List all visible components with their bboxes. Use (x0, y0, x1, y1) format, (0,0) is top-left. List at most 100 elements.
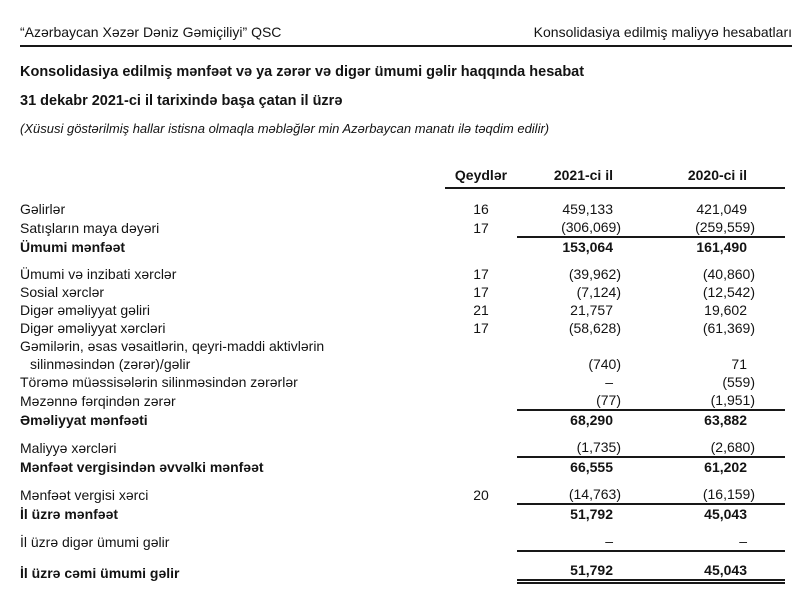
table-row: Maliyyə xərcləri (1,735) (2,680) (20, 429, 785, 458)
row-note: 20 (473, 487, 489, 503)
table-row: İl üzrə digər ümumi gəlir – – (20, 523, 785, 552)
table-row: Törəmə müəssisələrin silinməsindən zərər… (20, 373, 785, 391)
column-header-empty (20, 166, 445, 188)
row-label: Əməliyyat mənfəəti (20, 412, 148, 428)
row-label: Digər əməliyyat xərcləri (20, 320, 166, 336)
row-label: Satışların maya dəyəri (20, 220, 160, 236)
row-value-2021: 51,792 (517, 551, 625, 584)
row-value-2021: 66,555 (570, 459, 613, 475)
row-note (445, 391, 517, 410)
row-label: Gəlirlər (20, 201, 66, 217)
row-note (445, 337, 517, 373)
column-header-2021: 2021-ci il (517, 166, 625, 189)
row-note (445, 551, 517, 582)
row-note: 17 (473, 284, 489, 300)
table-row: Mənfəət vergisindən əvvəlki mənfəət 66,55… (20, 457, 785, 476)
row-note: 17 (473, 266, 489, 282)
row-label: Maliyyə xərcləri (20, 440, 117, 456)
row-label: Məzənnə fərqindən zərər (20, 393, 176, 409)
measurement-basis-note: (Xüsusi göstərilmiş hallar istisna olmaq… (20, 121, 550, 136)
row-value-2021: (58,628) (568, 320, 621, 336)
row-value-2021: – (605, 374, 613, 390)
document-header: “Azərbaycan Xəzər Dəniz Gəmiçiliyi” QSC … (20, 24, 792, 47)
column-header-2020: 2020-ci il (625, 166, 785, 189)
row-note (445, 523, 517, 551)
table-row: İl üzrə cəmi ümumi gəlir 51,792 45,043 (20, 551, 785, 584)
row-value-2020: (40,860) (702, 266, 755, 282)
row-note (445, 410, 517, 429)
row-value-2021: (306,069) (517, 218, 625, 238)
row-value-2020: 161,490 (696, 239, 747, 255)
row-value-2020: 45,043 (704, 506, 747, 522)
row-value-2021: (740) (588, 356, 621, 372)
row-label: İl üzrə mənfəət (20, 506, 119, 522)
row-value-2020: (559) (722, 374, 755, 390)
report-section-label: Konsolidasiya edilmiş maliyyə hesabatlar… (533, 24, 792, 40)
row-note (445, 373, 517, 391)
row-value-2021: 68,290 (570, 412, 613, 428)
row-label: Ümumi və inzibati xərclər (20, 266, 177, 282)
row-value-2021: – (517, 523, 625, 552)
row-value-2021: 51,792 (570, 506, 613, 522)
row-value-2021: (1,735) (517, 429, 625, 458)
table-header-row: Qeydlər 2021-ci il 2020-ci il (20, 166, 785, 189)
row-value-2021: (7,124) (576, 284, 621, 300)
row-label: Digər əməliyyat gəliri (20, 302, 150, 318)
table-row: Əməliyyat mənfəəti 68,290 63,882 (20, 410, 785, 429)
row-value-2020: (1,951) (625, 391, 785, 411)
row-value-2020: 19,602 (704, 302, 747, 318)
row-note: 21 (473, 302, 489, 318)
table-row: Ümumi mənfəət 153,064 161,490 (20, 237, 785, 256)
row-label: İl üzrə digər ümumi gəlir (20, 534, 170, 550)
row-value-2021: 21,757 (570, 302, 613, 318)
table-row: Məzənnə fərqindən zərər (77) (1,951) (20, 391, 785, 411)
row-value-2021: (77) (517, 391, 625, 411)
row-note: 17 (473, 320, 489, 336)
row-label: Mənfəət vergisi xərci (20, 487, 149, 503)
column-header-notes: Qeydlər (445, 166, 517, 189)
row-value-2020: 45,043 (625, 551, 785, 584)
table-row: Gəlirlər 16 459,133 421,049 (20, 188, 785, 218)
report-title: Konsolidasiya edilmiş mənfəət və ya zərə… (20, 64, 585, 80)
row-value-2021: (14,763) (517, 476, 625, 505)
row-value-2020: 71 (731, 356, 747, 372)
table-row: Digər əməliyyat xərcləri 17 (58,628) (61,36… (20, 319, 785, 337)
row-value-2020: (259,559) (625, 218, 785, 238)
row-value-2020: (61,369) (702, 320, 755, 336)
row-note (445, 457, 517, 476)
row-value-2020: – (625, 523, 785, 552)
row-label: Ümumi mənfəət (20, 239, 126, 255)
row-value-2020: (16,159) (625, 476, 785, 505)
report-period: 31 dekabr 2021-ci il tarixində başa çata… (20, 93, 343, 109)
row-note (445, 504, 517, 523)
table-row: Gəmilərin, əsas vəsaitlərin, qeyri-maddi… (20, 337, 785, 373)
company-name: “Azərbaycan Xəzər Dəniz Gəmiçiliyi” QSC (20, 24, 282, 40)
row-value-2020: 61,202 (704, 459, 747, 475)
row-value-2020: 63,882 (704, 412, 747, 428)
row-value-2020: 421,049 (696, 201, 747, 217)
table-row: Digər əməliyyat gəliri 21 21,757 19,602 (20, 301, 785, 319)
row-value-2020: (2,680) (625, 429, 785, 458)
row-note (445, 429, 517, 457)
document-page: “Azərbaycan Xəzər Dəniz Gəmiçiliyi” QSC … (20, 24, 792, 584)
table-body: Gəlirlər 16 459,133 421,049 Satışların maya … (20, 188, 785, 584)
row-value-2021: 459,133 (562, 201, 613, 217)
row-label: Mənfəət vergisindən əvvəlki mənfəət (20, 459, 264, 475)
income-statement-table: Qeydlər 2021-ci il 2020-ci il Gəlirlər 16… (20, 166, 785, 584)
table-row: Mənfəət vergisi xərci 20 (14,763) (16,159) (20, 476, 785, 505)
row-value-2020: (12,542) (702, 284, 755, 300)
row-note: 16 (473, 201, 489, 217)
table-row: Satışların maya dəyəri 17 (306,069) (259,55… (20, 218, 785, 238)
row-label: Gəmilərin, əsas vəsaitlərin, qeyri-maddi… (20, 337, 445, 373)
row-label-line2: silinməsindən (zərər)/gəlir (30, 356, 191, 372)
table-row: Sosial xərclər 17 (7,124) (12,542) (20, 283, 785, 301)
table-row: Ümumi və inzibati xərclər 17 (39,962) (40,8… (20, 256, 785, 283)
row-note (445, 237, 517, 256)
row-note: 17 (473, 220, 489, 236)
row-value-2021: 153,064 (562, 239, 613, 255)
row-label: Sosial xərclər (20, 284, 105, 300)
table-row: İl üzrə mənfəət 51,792 45,043 (20, 504, 785, 523)
row-label: Törəmə müəssisələrin silinməsindən zərər… (20, 374, 298, 390)
row-label: İl üzrə cəmi ümumi gəlir (20, 564, 180, 581)
row-value-2021: (39,962) (568, 266, 621, 282)
